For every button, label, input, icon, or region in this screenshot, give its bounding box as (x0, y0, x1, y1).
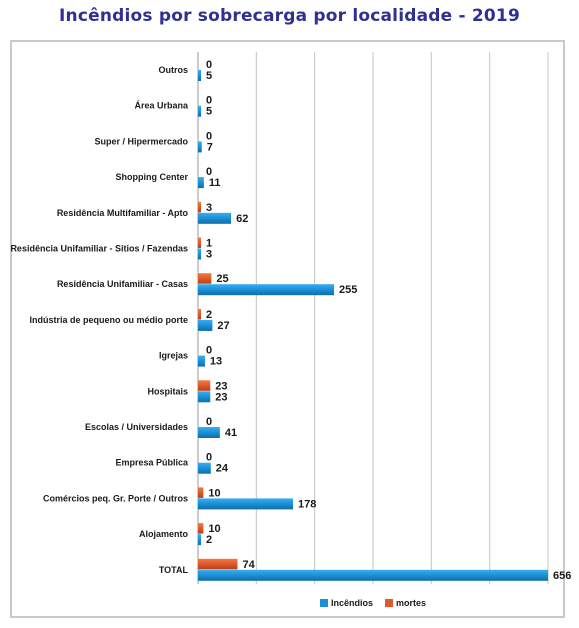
category-label: Residência Multifamiliar - Apto (57, 208, 189, 218)
bar-incendios (198, 319, 213, 331)
value-label-incendios: 178 (298, 498, 316, 510)
bar-mortes (198, 523, 204, 534)
bar-mortes (198, 201, 201, 213)
legend-swatch-mortes (385, 599, 393, 607)
category-label: Hospitais (147, 386, 188, 396)
bar-incendios (198, 462, 211, 474)
bar-incendios (198, 141, 202, 153)
bar-incendios (198, 248, 201, 260)
category-label: Alojamento (139, 529, 189, 539)
bar-incendios (198, 355, 205, 367)
value-label-mortes: 3 (206, 202, 212, 214)
value-label-mortes: 10 (208, 523, 220, 535)
value-label-incendios: 3 (206, 249, 212, 261)
bar-mortes (198, 308, 201, 320)
legend-swatch-incendios (320, 599, 328, 607)
value-label-mortes: 0 (206, 95, 212, 107)
category-label: Outros (158, 65, 188, 75)
value-label-mortes: 0 (206, 452, 212, 464)
value-label-incendios: 11 (209, 177, 221, 189)
category-label: Indústria de pequeno ou médio porte (29, 315, 188, 325)
value-label-incendios: 5 (206, 70, 212, 82)
value-label-incendios: 656 (553, 570, 571, 582)
value-label-mortes: 1 (206, 238, 212, 250)
value-label-mortes: 0 (206, 130, 212, 142)
legend-label-mortes: mortes (396, 598, 426, 608)
bar-incendios (198, 105, 201, 117)
value-label-mortes: 0 (206, 345, 212, 357)
value-label-mortes: 23 (215, 380, 227, 392)
bar-incendios (198, 569, 548, 581)
bar-incendios (198, 391, 211, 403)
bar-incendios (198, 427, 220, 438)
category-label: Área Urbana (134, 101, 189, 111)
value-label-incendios: 13 (210, 356, 222, 368)
category-label: Igrejas (159, 351, 188, 361)
bar-incendios (198, 534, 201, 546)
value-label-mortes: 0 (206, 59, 212, 71)
bar-mortes (198, 380, 211, 391)
category-label: Empresa Pública (115, 458, 189, 468)
category-label: Comércios peq. Gr. Porte / Outros (43, 493, 188, 503)
bar-mortes (198, 487, 204, 498)
bar-mortes (198, 558, 238, 570)
category-label: TOTAL (159, 565, 189, 575)
value-label-incendios: 62 (236, 213, 248, 225)
bar-mortes (198, 237, 201, 248)
category-label: Shopping Center (116, 172, 189, 182)
bar-incendios (198, 212, 232, 224)
value-label-incendios: 2 (206, 534, 212, 546)
value-label-mortes: 25 (216, 273, 228, 285)
legend-label-incendios: Incêndios (331, 598, 373, 608)
category-label: Residência Unifamiliar - Casas (57, 279, 188, 289)
value-label-mortes: 2 (206, 309, 212, 321)
value-label-incendios: 5 (206, 106, 212, 118)
bar-mortes (198, 273, 212, 284)
value-label-incendios: 255 (339, 284, 357, 296)
value-label-mortes: 0 (206, 416, 212, 428)
value-label-incendios: 24 (216, 463, 229, 475)
category-label: Escolas / Universidades (85, 422, 188, 432)
bar-incendios (198, 284, 335, 296)
value-label-mortes: 0 (206, 166, 212, 178)
chart-title: Incêndios por sobrecarga por localidade … (59, 6, 520, 26)
category-label: Residência Unifamiliar - Sitios / Fazend… (10, 244, 188, 254)
bar-incendios (198, 498, 293, 510)
value-label-mortes: 74 (242, 559, 255, 571)
chart-frame (10, 40, 565, 618)
value-label-incendios: 7 (207, 141, 213, 153)
value-label-incendios: 27 (217, 320, 229, 332)
value-label-incendios: 41 (225, 427, 237, 439)
category-label: Super / Hipermercado (94, 136, 188, 146)
bar-incendios (198, 177, 204, 189)
bar-incendios (198, 70, 201, 81)
value-label-incendios: 23 (215, 391, 227, 403)
value-label-mortes: 10 (208, 487, 220, 499)
